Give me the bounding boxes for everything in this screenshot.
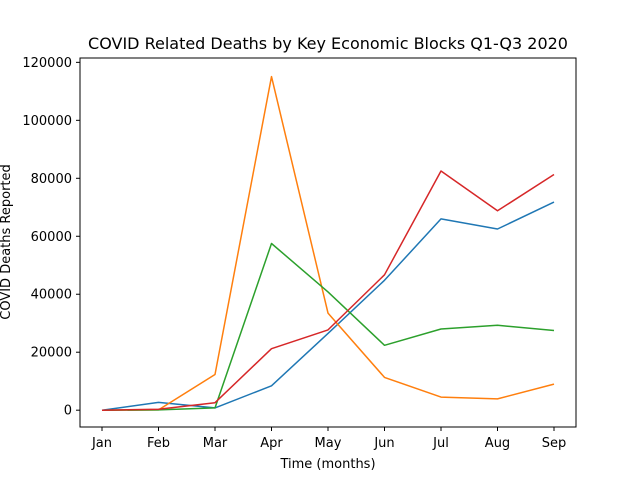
series-lines bbox=[101, 75, 555, 411]
x-axis-label: Time (months) bbox=[279, 457, 375, 472]
x-tick-label: Apr bbox=[260, 436, 283, 451]
x-tick-label: Sep bbox=[542, 436, 567, 451]
x-tick-label: Jul bbox=[432, 436, 449, 451]
plot-frame bbox=[79, 57, 577, 428]
x-tick-label: Jun bbox=[373, 436, 394, 451]
x-axis: Jan Feb Mar Apr May Jun Jul Aug Sep bbox=[91, 427, 566, 451]
plot-area bbox=[79, 57, 577, 428]
chart-title: COVID Related Deaths by Key Economic Blo… bbox=[88, 34, 568, 53]
series-line-3 bbox=[101, 242, 555, 411]
y-tick-label: 80000 bbox=[31, 172, 72, 187]
y-tick-label: 100000 bbox=[22, 114, 72, 129]
x-tick-label: Jan bbox=[91, 436, 112, 451]
y-axis: 0 20000 40000 60000 80000 100000 120000 bbox=[22, 56, 80, 419]
x-tick-label: Mar bbox=[203, 436, 228, 451]
series-line-2 bbox=[101, 75, 555, 411]
series-line-1 bbox=[101, 201, 555, 411]
x-tick-label: May bbox=[315, 436, 342, 451]
series-line-4 bbox=[101, 170, 555, 411]
y-tick-label: 40000 bbox=[31, 288, 72, 303]
y-tick-label: 120000 bbox=[22, 56, 72, 71]
y-tick-label: 0 bbox=[64, 404, 72, 419]
y-tick-label: 20000 bbox=[31, 346, 72, 361]
y-tick-label: 60000 bbox=[31, 230, 72, 245]
x-tick-label: Aug bbox=[485, 436, 510, 451]
y-axis-label: COVID Deaths Reported bbox=[0, 164, 14, 320]
x-tick-label: Feb bbox=[147, 436, 170, 451]
